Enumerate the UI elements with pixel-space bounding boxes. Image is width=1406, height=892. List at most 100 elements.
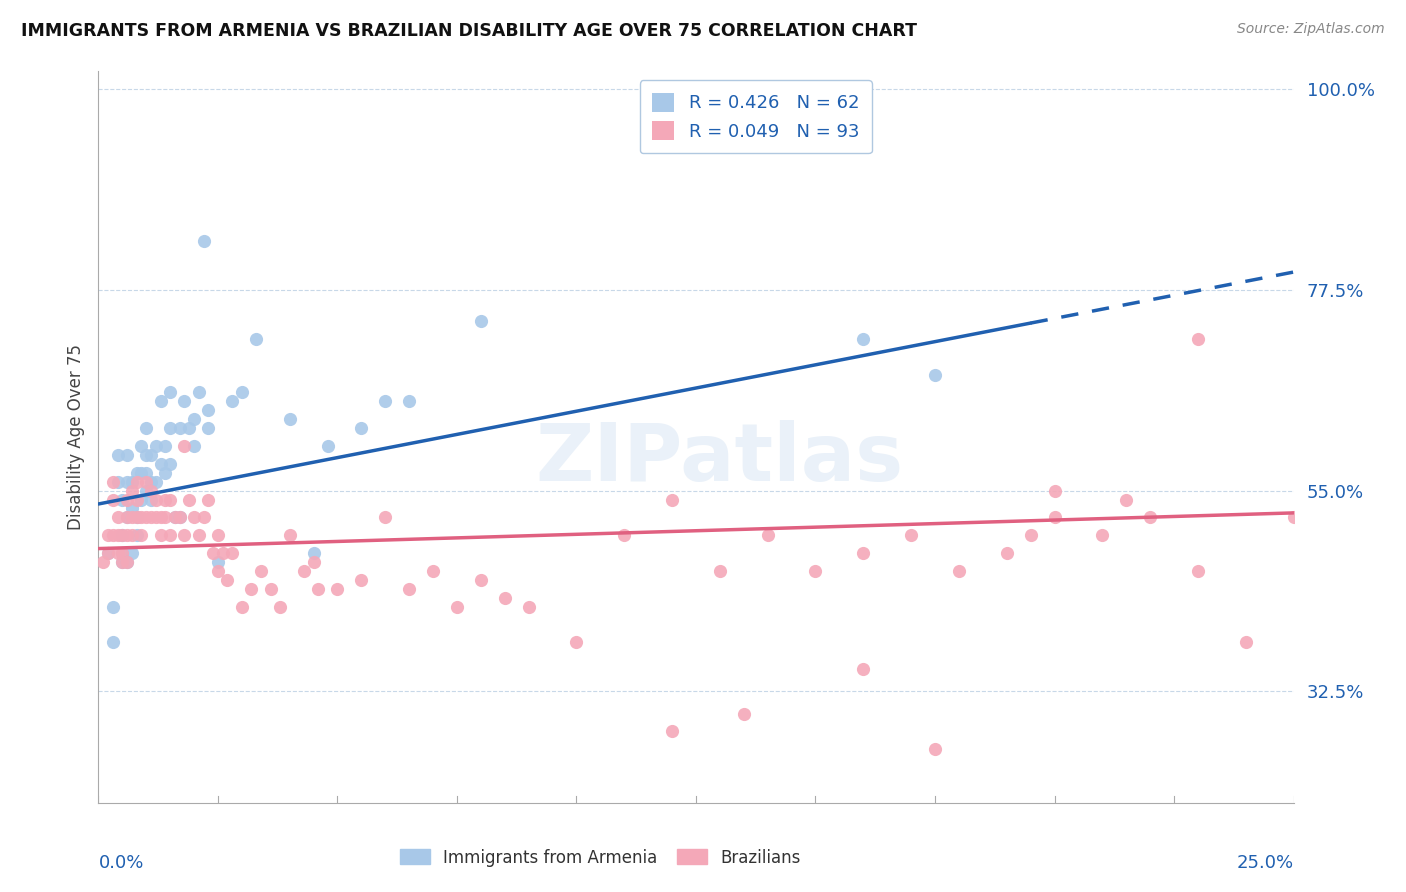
Point: [1115, 492, 1137, 507]
Point: [307, 582, 329, 596]
Point: [139, 448, 162, 462]
Point: [183, 510, 205, 524]
Point: [183, 412, 205, 426]
Point: [111, 546, 134, 560]
Point: [852, 332, 875, 346]
Point: [422, 564, 444, 578]
Point: [149, 457, 172, 471]
Point: [135, 483, 157, 498]
Point: [169, 510, 191, 524]
Point: [900, 528, 922, 542]
Point: [145, 492, 167, 507]
Point: [97, 546, 120, 560]
Point: [179, 421, 201, 435]
Point: [107, 510, 129, 524]
Point: [149, 510, 172, 524]
Point: [470, 573, 492, 587]
Point: [115, 510, 138, 524]
Point: [121, 510, 143, 524]
Point: [149, 528, 172, 542]
Point: [1282, 510, 1305, 524]
Point: [121, 475, 143, 489]
Point: [1187, 564, 1209, 578]
Point: [121, 528, 143, 542]
Point: [1187, 332, 1209, 346]
Point: [173, 439, 195, 453]
Point: [259, 582, 281, 596]
Point: [292, 564, 315, 578]
Point: [97, 528, 120, 542]
Point: [121, 483, 143, 498]
Point: [179, 492, 201, 507]
Point: [173, 394, 195, 409]
Point: [131, 492, 153, 507]
Point: [135, 475, 157, 489]
Point: [231, 599, 253, 614]
Point: [269, 599, 291, 614]
Point: [197, 403, 219, 417]
Point: [1019, 528, 1042, 542]
Point: [661, 492, 683, 507]
Point: [278, 528, 301, 542]
Point: [111, 555, 134, 569]
Point: [756, 528, 779, 542]
Point: [1139, 510, 1161, 524]
Point: [101, 475, 124, 489]
Point: [125, 528, 148, 542]
Point: [804, 564, 827, 578]
Point: [107, 475, 129, 489]
Point: [197, 421, 219, 435]
Point: [231, 385, 253, 400]
Point: [155, 492, 177, 507]
Point: [193, 234, 215, 248]
Point: [350, 573, 373, 587]
Point: [733, 706, 755, 721]
Point: [139, 475, 162, 489]
Point: [139, 510, 162, 524]
Point: [155, 466, 177, 480]
Point: [202, 546, 225, 560]
Point: [115, 448, 138, 462]
Point: [446, 599, 468, 614]
Text: ZIPatlas: ZIPatlas: [536, 420, 904, 498]
Point: [924, 742, 946, 756]
Point: [115, 555, 138, 569]
Point: [131, 466, 153, 480]
Point: [1234, 635, 1257, 649]
Point: [159, 457, 181, 471]
Point: [278, 412, 301, 426]
Point: [159, 528, 181, 542]
Point: [131, 510, 153, 524]
Point: [115, 510, 138, 524]
Text: IMMIGRANTS FROM ARMENIA VS BRAZILIAN DISABILITY AGE OVER 75 CORRELATION CHART: IMMIGRANTS FROM ARMENIA VS BRAZILIAN DIS…: [21, 22, 917, 40]
Point: [187, 385, 209, 400]
Point: [131, 439, 153, 453]
Point: [302, 546, 325, 560]
Point: [125, 510, 148, 524]
Text: 0.0%: 0.0%: [98, 854, 143, 872]
Text: 25.0%: 25.0%: [1236, 854, 1294, 872]
Point: [207, 555, 229, 569]
Point: [121, 546, 143, 560]
Point: [350, 421, 373, 435]
Point: [125, 492, 148, 507]
Point: [159, 421, 181, 435]
Point: [163, 510, 186, 524]
Y-axis label: Disability Age Over 75: Disability Age Over 75: [66, 344, 84, 530]
Point: [111, 528, 134, 542]
Legend: Immigrants from Armenia, Brazilians: Immigrants from Armenia, Brazilians: [391, 840, 810, 875]
Point: [302, 555, 325, 569]
Point: [173, 528, 195, 542]
Point: [135, 421, 157, 435]
Point: [139, 492, 162, 507]
Point: [159, 492, 181, 507]
Point: [709, 564, 731, 578]
Point: [1043, 483, 1066, 498]
Point: [107, 546, 129, 560]
Point: [193, 510, 215, 524]
Point: [107, 448, 129, 462]
Point: [111, 555, 134, 569]
Point: [101, 492, 124, 507]
Point: [101, 528, 124, 542]
Point: [155, 510, 177, 524]
